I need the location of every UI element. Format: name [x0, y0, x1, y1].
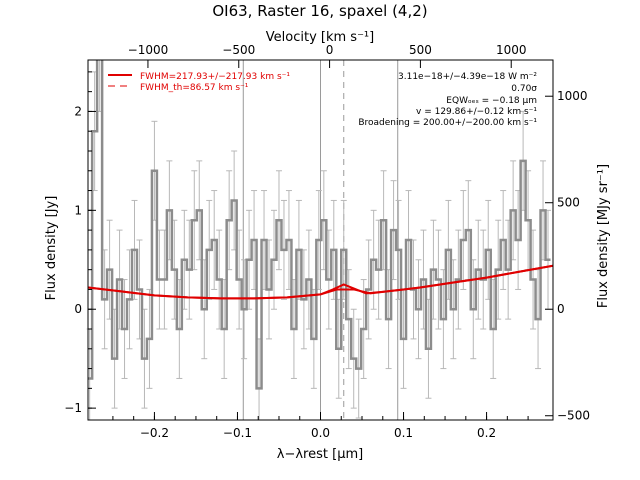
x-tick-label-2: 0.0 — [311, 426, 330, 440]
top-axis-label: Velocity [km s⁻¹] — [266, 30, 374, 45]
y-right-tick-label-1: 0 — [557, 302, 565, 316]
annotation-broadening: Broadening = 200.00+/−200.00 km s⁻¹ — [358, 118, 537, 128]
v-tick-label-0: −1000 — [128, 43, 169, 57]
spectrum-step-line — [88, 60, 551, 390]
v-tick-label-4: 1000 — [496, 43, 527, 57]
y-right-tick-label-3: 1000 — [557, 89, 588, 103]
axes: −0.2 −0.1 0.0 0.1 0.2 −1000 −500 0 500 1000 −1 0 1 2 −… — [64, 43, 590, 440]
y-tick-label-3: 2 — [74, 104, 82, 118]
legend: FWHM=217.93+/−217.93 km s⁻¹ FWHM_th=86.5… — [108, 72, 290, 93]
y-right-tick-label-2: 500 — [557, 196, 580, 210]
v-tick-label-2: 0 — [326, 43, 334, 57]
v-tick-label-1: −500 — [222, 43, 255, 57]
y-tick-label-0: −1 — [64, 401, 82, 415]
x-tick-label-4: 0.2 — [477, 426, 496, 440]
x-axis-label: λ−λrest [μm] — [277, 447, 363, 462]
y-tick-label-2: 1 — [74, 203, 82, 217]
chart-title: OI63, Raster 16, spaxel (4,2) — [212, 2, 427, 20]
x-tick-label-1: −0.1 — [223, 426, 252, 440]
y-right-axis-label: Flux density [MJy sr⁻¹] — [596, 164, 611, 308]
annotation-eqw: EQWₒₑₛ = −0.18 μm — [446, 96, 537, 106]
annotation-velocity: v = 129.86+/−0.12 km s⁻¹ — [416, 107, 537, 117]
x-tick-label-0: −0.2 — [140, 426, 169, 440]
y-axis-label: Flux density [Jy] — [44, 196, 59, 301]
legend-label-fwhm: FWHM=217.93+/−217.93 km s⁻¹ — [140, 72, 290, 82]
annotation-block: 3.11e−18+/−4.39e−18 W m⁻² 0.70σ EQWₒₑₛ =… — [358, 72, 537, 128]
data-series — [88, 60, 553, 390]
legend-label-fwhm-th: FWHM_th=86.57 km s⁻¹ — [140, 83, 249, 93]
annotation-sigma: 0.70σ — [511, 84, 537, 94]
fit-line-2 — [88, 264, 553, 300]
v-tick-label-3: 500 — [409, 43, 432, 57]
annotation-flux: 3.11e−18+/−4.39e−18 W m⁻² — [398, 72, 537, 82]
x-tick-label-3: 0.1 — [394, 426, 413, 440]
y-tick-label-1: 0 — [74, 302, 82, 316]
y-right-tick-label-0: −500 — [557, 409, 590, 423]
